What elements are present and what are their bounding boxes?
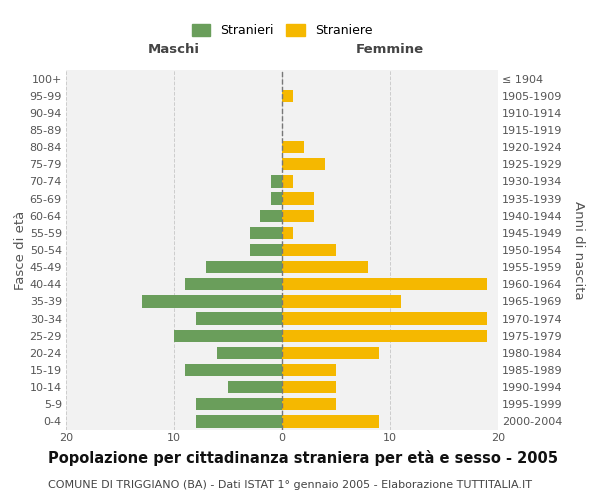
Text: Maschi: Maschi	[148, 44, 200, 57]
Text: Popolazione per cittadinanza straniera per età e sesso - 2005: Popolazione per cittadinanza straniera p…	[48, 450, 558, 466]
Bar	[282, 226, 293, 239]
Bar	[282, 346, 379, 359]
Text: COMUNE DI TRIGGIANO (BA) - Dati ISTAT 1° gennaio 2005 - Elaborazione TUTTITALIA.: COMUNE DI TRIGGIANO (BA) - Dati ISTAT 1°…	[48, 480, 532, 490]
Bar	[185, 364, 282, 376]
Bar	[282, 296, 401, 308]
Bar	[282, 364, 336, 376]
Bar	[196, 398, 282, 410]
Bar	[228, 381, 282, 394]
Bar	[282, 192, 314, 204]
Bar	[260, 210, 282, 222]
Bar	[196, 312, 282, 324]
Bar	[271, 176, 282, 188]
Bar	[282, 176, 293, 188]
Bar	[282, 210, 314, 222]
Bar	[282, 278, 487, 290]
Bar	[282, 244, 336, 256]
Bar	[250, 244, 282, 256]
Text: Femmine: Femmine	[356, 44, 424, 57]
Y-axis label: Fasce di età: Fasce di età	[14, 210, 26, 290]
Bar	[282, 330, 487, 342]
Bar	[206, 261, 282, 274]
Bar	[185, 278, 282, 290]
Bar	[271, 192, 282, 204]
Bar	[250, 226, 282, 239]
Bar	[282, 381, 336, 394]
Bar	[282, 141, 304, 154]
Legend: Stranieri, Straniere: Stranieri, Straniere	[187, 18, 377, 42]
Bar	[282, 158, 325, 170]
Y-axis label: Anni di nascita: Anni di nascita	[572, 200, 585, 300]
Bar	[142, 296, 282, 308]
Bar	[282, 90, 293, 102]
Bar	[196, 416, 282, 428]
Bar	[282, 398, 336, 410]
Bar	[282, 312, 487, 324]
Bar	[217, 346, 282, 359]
Bar	[282, 261, 368, 274]
Bar	[174, 330, 282, 342]
Bar	[282, 416, 379, 428]
